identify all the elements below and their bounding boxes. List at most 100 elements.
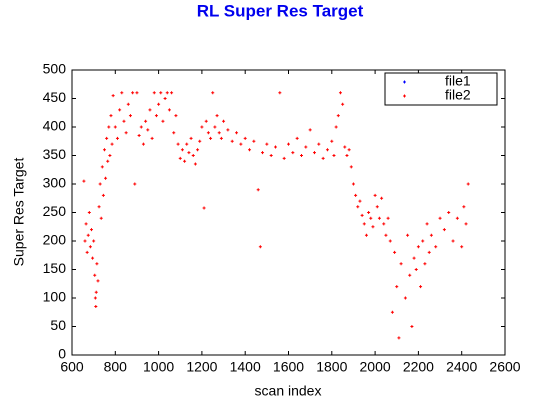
point: [356, 205, 360, 209]
point: [408, 273, 412, 277]
point: [416, 245, 420, 249]
point: [95, 262, 99, 266]
point: [99, 216, 103, 220]
point: [144, 119, 148, 123]
x-tick-label: 2200: [403, 359, 434, 375]
y-tick-label: 400: [43, 118, 67, 134]
y-axis-label: Super Res Target: [11, 158, 27, 267]
x-tick-label: 1200: [186, 359, 217, 375]
point: [325, 148, 329, 152]
point: [172, 131, 176, 135]
point: [351, 182, 355, 186]
point: [93, 296, 97, 300]
point: [386, 216, 390, 220]
point: [429, 233, 433, 237]
point: [180, 148, 184, 152]
point: [87, 211, 91, 214]
y-tick-label: 300: [43, 175, 67, 191]
point: [94, 305, 98, 309]
point: [97, 205, 101, 209]
point: [403, 296, 407, 300]
point: [193, 162, 197, 166]
point: [102, 148, 106, 152]
point: [189, 136, 193, 140]
point: [369, 216, 373, 220]
point: [338, 91, 342, 95]
point: [243, 136, 247, 140]
point: [377, 216, 381, 220]
point: [206, 131, 210, 135]
x-tick-label: 1800: [316, 359, 347, 375]
point: [382, 222, 386, 226]
point: [105, 136, 109, 140]
point: [135, 91, 139, 95]
point: [390, 310, 394, 314]
point: [438, 216, 442, 220]
y-tick-label: 450: [43, 89, 67, 105]
point: [226, 128, 230, 132]
point: [161, 119, 165, 123]
point: [165, 91, 169, 95]
point: [343, 145, 347, 149]
y-tick-label: 100: [43, 289, 67, 305]
point: [146, 128, 150, 132]
point: [367, 211, 371, 214]
point: [100, 165, 104, 169]
point: [191, 154, 195, 157]
point: [304, 145, 308, 149]
point: [89, 228, 93, 232]
point: [447, 211, 451, 214]
point: [321, 156, 325, 160]
point: [107, 125, 111, 129]
point: [131, 91, 135, 95]
point: [278, 91, 282, 95]
point: [252, 139, 256, 143]
x-tick-label: 1400: [230, 359, 261, 375]
point: [124, 131, 128, 135]
point: [258, 245, 262, 249]
point: [178, 156, 182, 160]
point: [464, 222, 468, 226]
point: [334, 125, 338, 129]
point: [217, 131, 221, 135]
point: [425, 222, 429, 226]
point: [427, 250, 431, 254]
point: [345, 154, 349, 157]
point: [211, 91, 215, 95]
point: [222, 119, 226, 123]
y-tick-label: 350: [43, 146, 67, 162]
point: [96, 279, 100, 283]
point: [148, 108, 152, 112]
point: [128, 114, 132, 118]
point: [380, 196, 384, 200]
plot-frame: [71, 69, 506, 356]
point: [82, 179, 86, 183]
point: [170, 91, 174, 95]
point: [354, 193, 358, 197]
point: [104, 176, 108, 180]
point: [393, 250, 397, 254]
point: [198, 139, 202, 143]
point: [113, 125, 117, 129]
point: [330, 139, 334, 143]
point: [111, 94, 115, 98]
point: [159, 91, 163, 95]
point: [215, 114, 219, 118]
point: [200, 125, 204, 129]
point: [120, 91, 124, 95]
x-tick-label: 2400: [446, 359, 477, 375]
point: [371, 225, 375, 229]
legend-label: file1: [445, 73, 471, 89]
point: [235, 131, 239, 135]
point: [341, 102, 345, 106]
point: [196, 148, 200, 152]
point: [397, 336, 401, 340]
point: [442, 228, 446, 232]
y-tick-label: 150: [43, 260, 67, 276]
point: [88, 245, 92, 249]
point: [414, 268, 418, 271]
point: [174, 114, 178, 118]
point: [141, 142, 145, 146]
point: [312, 151, 316, 155]
